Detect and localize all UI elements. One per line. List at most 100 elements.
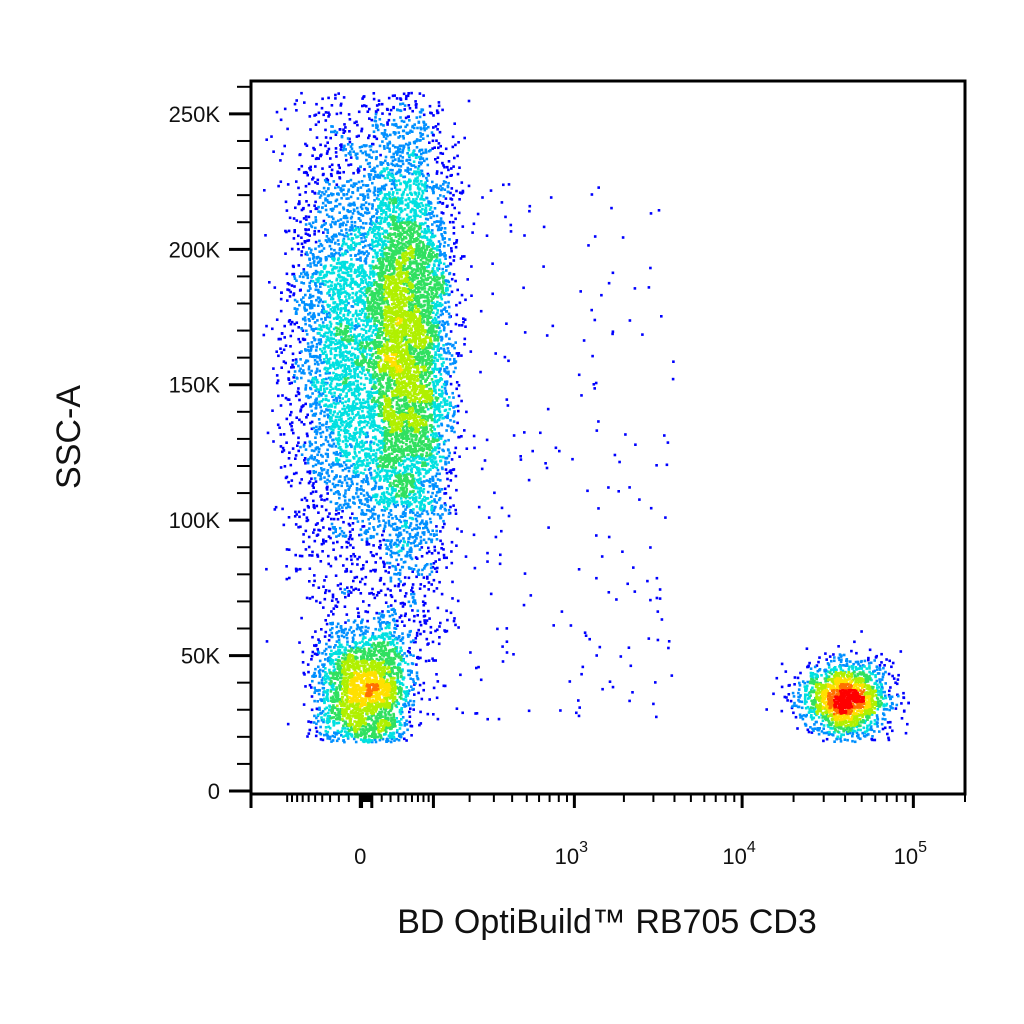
- data-point: [436, 269, 439, 272]
- data-point: [361, 104, 364, 108]
- data-point: [439, 437, 443, 440]
- data-point: [371, 436, 375, 439]
- data-point: [365, 184, 369, 187]
- data-point: [332, 398, 336, 402]
- data-point: [308, 728, 312, 732]
- data-point: [835, 737, 838, 741]
- data-point: [822, 727, 825, 730]
- data-point: [289, 463, 293, 467]
- data-point: [331, 238, 335, 241]
- data-point: [328, 314, 332, 317]
- data-point: [402, 505, 405, 508]
- data-point: [436, 628, 439, 632]
- data-point: [329, 409, 333, 412]
- data-point: [303, 372, 306, 375]
- data-point: [445, 629, 449, 633]
- data-point: [386, 587, 390, 591]
- data-point: [345, 197, 348, 200]
- data-point: [374, 561, 377, 564]
- data-point: [320, 277, 323, 280]
- data-point: [322, 361, 326, 364]
- data-point: [350, 258, 353, 261]
- data-point: [316, 261, 320, 264]
- data-point: [569, 624, 573, 627]
- data-point: [435, 214, 439, 218]
- data-point: [445, 457, 448, 460]
- data-point: [367, 153, 371, 157]
- data-point: [300, 91, 303, 95]
- data-point: [322, 276, 326, 279]
- data-point: [368, 418, 372, 421]
- data-point: [805, 647, 809, 650]
- data-point: [505, 322, 508, 325]
- data-point: [505, 627, 509, 630]
- data-point: [358, 498, 361, 502]
- data-point: [288, 295, 292, 298]
- data-point: [405, 739, 408, 742]
- data-point: [324, 208, 328, 212]
- data-point: [423, 458, 427, 462]
- data-point: [500, 201, 504, 204]
- data-point: [794, 715, 798, 719]
- data-point: [343, 309, 347, 312]
- data-point: [344, 492, 347, 495]
- data-point: [307, 203, 311, 207]
- data-point: [298, 153, 301, 157]
- data-point: [343, 740, 346, 744]
- data-point: [394, 515, 398, 518]
- data-point: [374, 413, 378, 416]
- data-point: [443, 367, 446, 371]
- data-point: [412, 600, 415, 604]
- data-point: [305, 144, 309, 147]
- data-point: [338, 166, 341, 170]
- data-point: [289, 402, 292, 406]
- data-point: [298, 641, 301, 644]
- data-point: [294, 457, 297, 460]
- data-point: [387, 521, 391, 525]
- data-point: [408, 516, 412, 520]
- data-point: [382, 519, 385, 522]
- data-point: [336, 584, 340, 587]
- data-point: [449, 342, 452, 346]
- data-point: [420, 108, 424, 112]
- data-point: [342, 564, 345, 567]
- data-point: [560, 610, 564, 613]
- data-point: [360, 145, 364, 148]
- data-point: [413, 614, 416, 618]
- data-point: [338, 493, 341, 496]
- data-point: [370, 591, 373, 595]
- data-point: [346, 234, 349, 238]
- data-point: [327, 416, 330, 419]
- data-point: [497, 717, 501, 721]
- data-point: [446, 342, 450, 346]
- data-point: [377, 591, 381, 594]
- data-point: [317, 395, 321, 398]
- data-point: [887, 736, 890, 740]
- data-point: [304, 462, 307, 465]
- data-point: [432, 126, 435, 129]
- data-point: [449, 419, 452, 422]
- data-point: [364, 104, 368, 108]
- data-point: [330, 215, 334, 219]
- data-point: [418, 139, 421, 142]
- data-point: [407, 146, 410, 150]
- data-point: [322, 219, 326, 223]
- data-point: [438, 248, 441, 252]
- data-point: [350, 326, 354, 330]
- data-point: [433, 498, 436, 501]
- data-point: [321, 430, 325, 434]
- data-point: [340, 196, 343, 200]
- data-point: [276, 379, 280, 382]
- data-point: [360, 480, 364, 483]
- data-point: [375, 137, 379, 141]
- data-point: [352, 579, 355, 583]
- data-point: [321, 201, 325, 205]
- data-point: [374, 333, 378, 336]
- data-point: [324, 658, 327, 661]
- data-point: [286, 183, 290, 186]
- data-point: [325, 482, 329, 485]
- data-point: [306, 273, 310, 277]
- data-point: [411, 570, 414, 573]
- data-point: [425, 619, 429, 622]
- data-point: [335, 198, 339, 202]
